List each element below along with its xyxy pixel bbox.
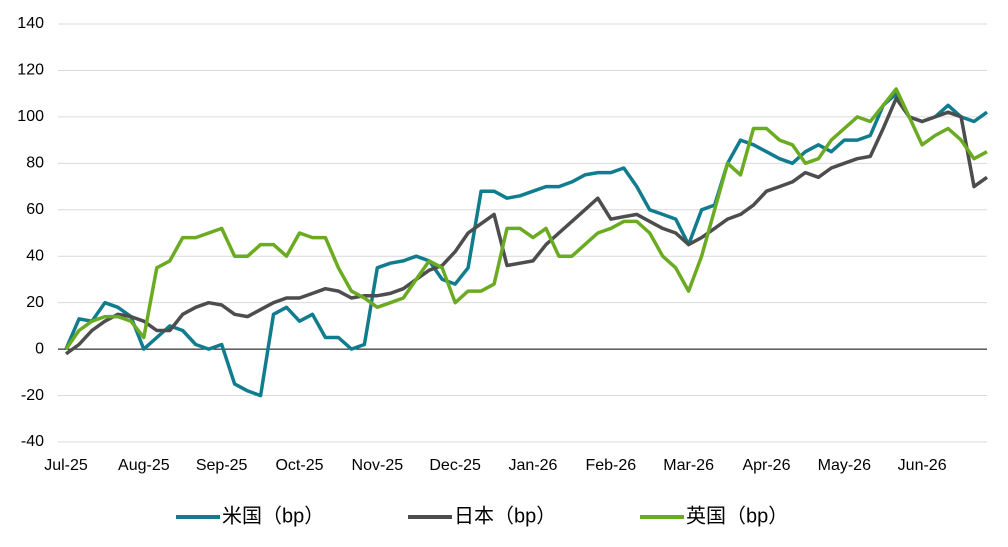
legend-label: 米国（bp） bbox=[222, 504, 324, 527]
x-tick-label: Feb-26 bbox=[585, 457, 636, 474]
x-tick-label: Jan-26 bbox=[509, 457, 558, 474]
x-tick-label: May-26 bbox=[818, 457, 871, 474]
x-tick-label: Aug-25 bbox=[118, 457, 170, 474]
x-tick-label: Dec-25 bbox=[429, 457, 481, 474]
x-tick-label: Mar-26 bbox=[663, 457, 714, 474]
y-tick-label: 120 bbox=[17, 62, 44, 79]
x-tick-label: Oct-25 bbox=[275, 457, 323, 474]
series-line bbox=[64, 91, 989, 398]
x-tick-label: Apr-26 bbox=[742, 457, 790, 474]
x-tick-label: Nov-25 bbox=[352, 457, 404, 474]
y-tick-label: 80 bbox=[26, 155, 44, 172]
legend: 米国（bp） 日本（bp） 英国（bp） bbox=[176, 504, 788, 527]
y-tick-label: 20 bbox=[26, 294, 44, 311]
y-tick-label: 140 bbox=[17, 15, 44, 32]
y-tick-label: 100 bbox=[17, 108, 44, 125]
y-tick-label: 40 bbox=[26, 247, 44, 264]
legend-label: 英国（bp） bbox=[686, 504, 788, 527]
x-tick-label: Sep-25 bbox=[196, 457, 248, 474]
x-tick-label: Jun-26 bbox=[898, 457, 947, 474]
x-tick-label: Jul-25 bbox=[44, 457, 88, 474]
series-line bbox=[64, 87, 988, 351]
y-tick-label: 60 bbox=[26, 201, 44, 218]
y-tick-label: 0 bbox=[35, 340, 44, 357]
series-line bbox=[64, 96, 989, 356]
y-tick-label: -40 bbox=[21, 433, 44, 450]
y-tick-label: -20 bbox=[21, 387, 44, 404]
legend-label: 日本（bp） bbox=[454, 504, 556, 527]
